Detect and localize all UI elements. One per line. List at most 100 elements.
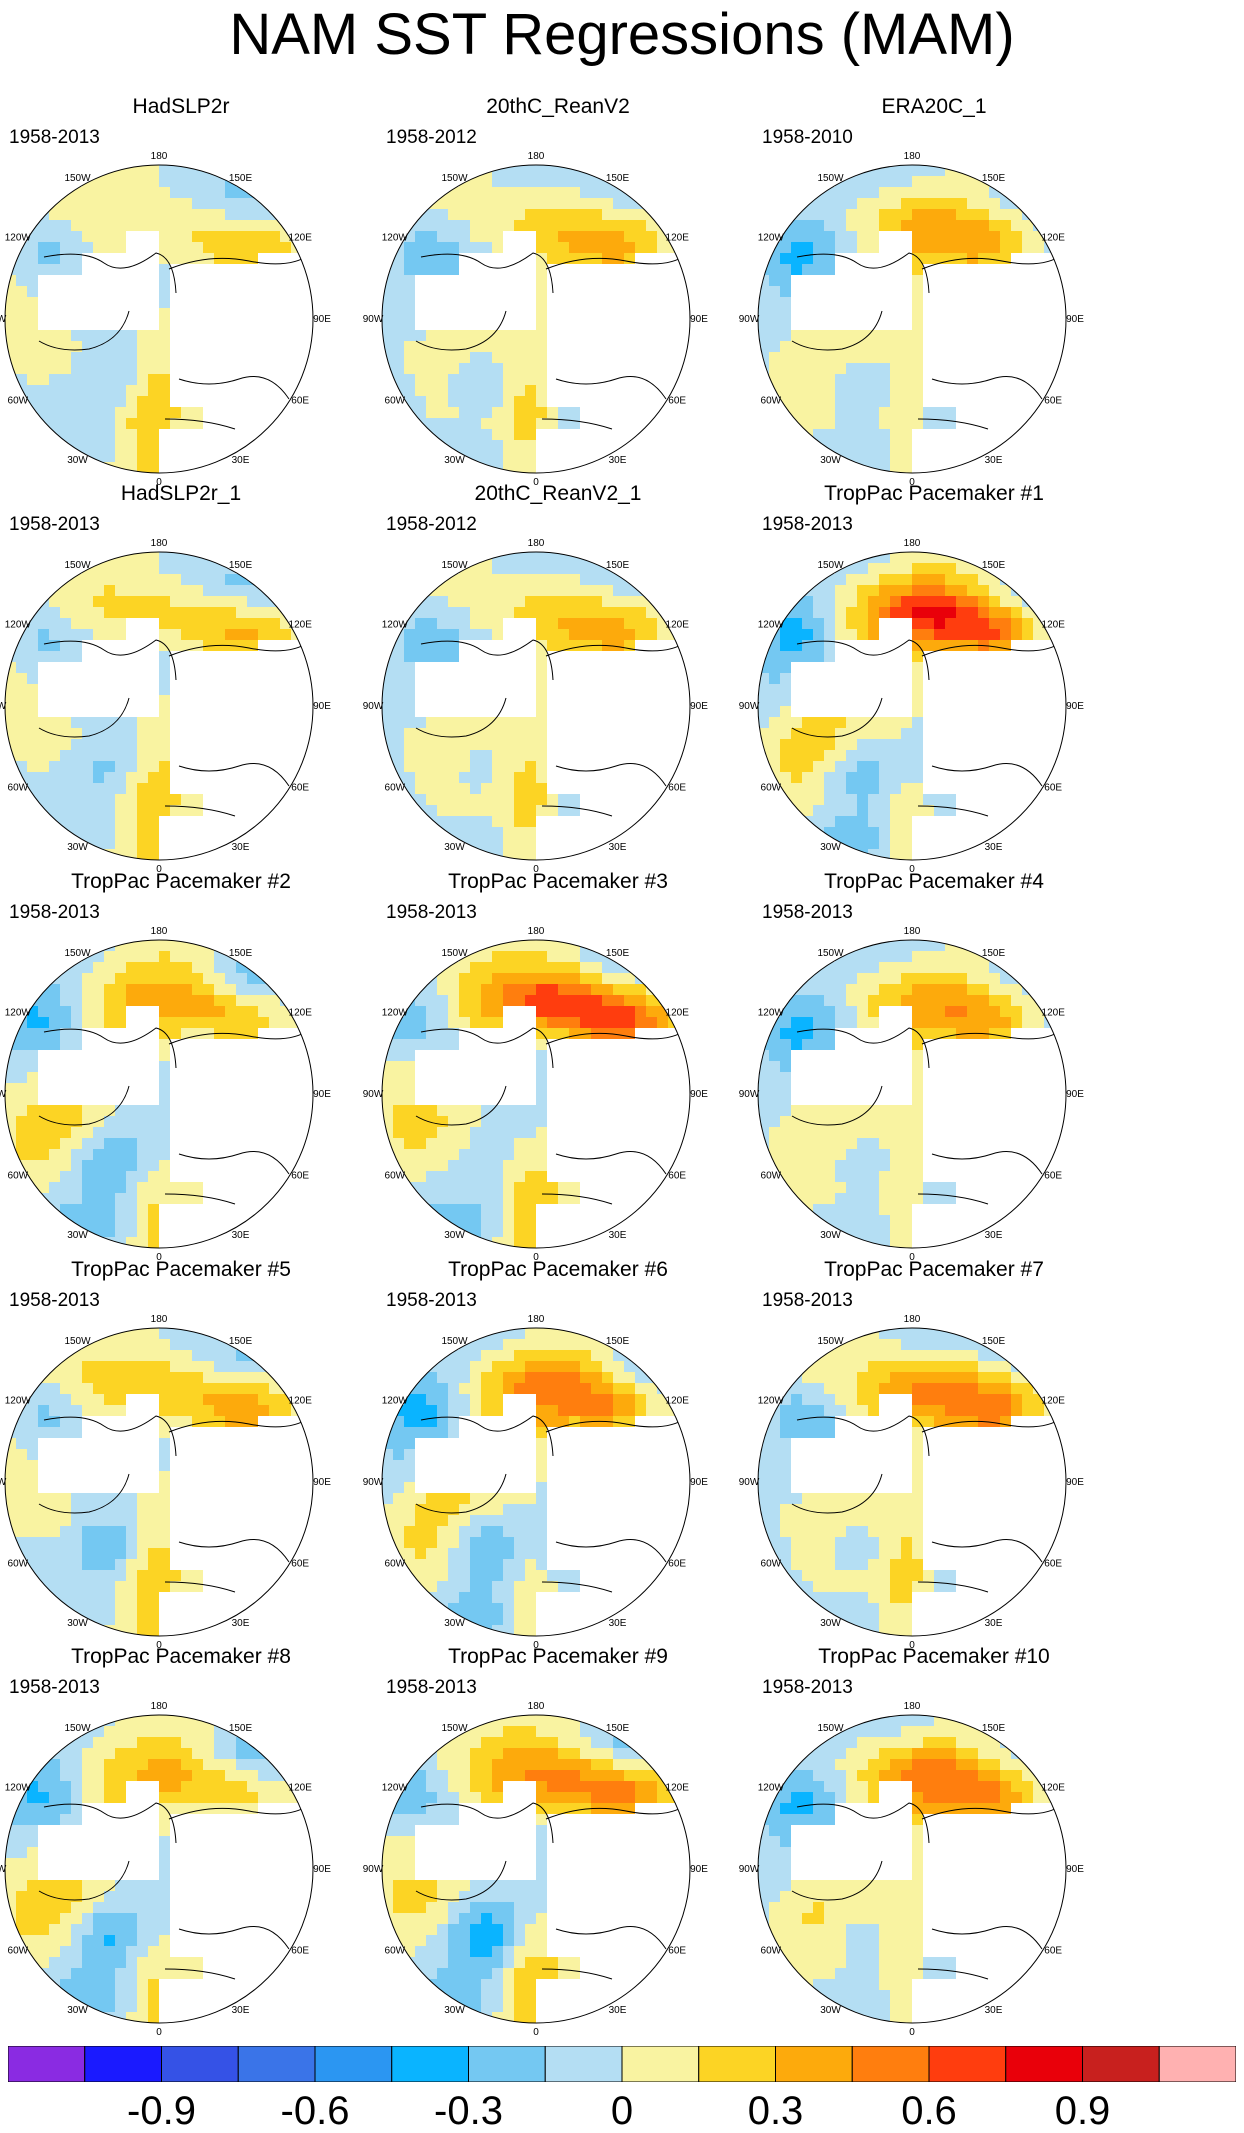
sst-cell — [1022, 618, 1034, 630]
land-cell — [514, 1061, 526, 1073]
sst-cell — [415, 717, 427, 729]
sst-cell — [813, 407, 825, 419]
land-cell — [258, 1039, 270, 1051]
sst-cell — [1000, 242, 1012, 254]
sst-cell — [437, 374, 449, 386]
sst-cell — [203, 242, 215, 254]
sst-cell — [846, 429, 858, 441]
sst-cell — [978, 607, 990, 619]
land-cell — [978, 662, 990, 674]
sst-cell — [137, 1160, 149, 1172]
sst-cell — [835, 739, 847, 751]
land-cell — [225, 728, 237, 740]
land-cell — [437, 1083, 449, 1095]
land-cell — [214, 750, 226, 762]
sst-cell — [159, 552, 171, 564]
land-cell — [115, 651, 127, 663]
sst-cell — [536, 563, 548, 575]
sst-cell — [835, 198, 847, 210]
land-cell — [181, 739, 193, 751]
sst-cell — [27, 629, 39, 641]
land-cell — [269, 794, 281, 806]
land-cell — [978, 695, 990, 707]
land-cell — [989, 772, 1001, 784]
sst-cell — [93, 187, 105, 199]
land-cell — [912, 429, 924, 441]
sst-cell — [1022, 242, 1034, 254]
sst-cell — [824, 629, 836, 641]
sst-cell — [27, 1160, 39, 1172]
sst-cell — [159, 341, 171, 353]
land-cell — [137, 662, 149, 674]
land-cell — [635, 396, 647, 408]
land-cell — [879, 286, 891, 298]
sst-cell — [258, 618, 270, 630]
sst-cell — [791, 629, 803, 641]
sst-cell — [225, 220, 237, 232]
land-cell — [247, 1039, 259, 1051]
land-cell — [967, 827, 979, 839]
sst-cell — [104, 451, 116, 463]
sst-cell — [514, 563, 526, 575]
land-cell — [868, 673, 880, 685]
land-cell — [214, 717, 226, 729]
sst-cell — [846, 330, 858, 342]
land-cell — [49, 706, 61, 718]
sst-cell — [481, 374, 493, 386]
land-cell — [525, 231, 537, 243]
sst-cell — [857, 374, 869, 386]
land-cell — [247, 275, 259, 287]
sst-cell — [989, 585, 1001, 597]
sst-cell — [525, 717, 537, 729]
longitude-label: 30E — [985, 842, 1003, 853]
land-cell — [437, 706, 449, 718]
land-cell — [214, 286, 226, 298]
land-cell — [258, 1171, 270, 1183]
sst-cell — [492, 209, 504, 221]
sst-cell — [525, 585, 537, 597]
sst-cell — [148, 418, 160, 430]
sst-cell — [448, 209, 460, 221]
sst-cell — [879, 728, 891, 740]
land-cell — [269, 253, 281, 265]
sst-cell — [181, 209, 193, 221]
sst-cell — [38, 618, 50, 630]
land-cell — [813, 673, 825, 685]
sst-cell — [591, 585, 603, 597]
land-cell — [657, 662, 669, 674]
sst-cell — [857, 242, 869, 254]
sst-cell — [426, 209, 438, 221]
sst-cell — [514, 585, 526, 597]
land-cell — [214, 1039, 226, 1051]
sst-cell — [225, 198, 237, 210]
land-cell — [657, 341, 669, 353]
sst-cell — [437, 231, 449, 243]
land-cell — [613, 728, 625, 740]
land-cell — [192, 297, 204, 309]
sst-cell — [846, 231, 858, 243]
land-cell — [93, 297, 105, 309]
sst-cell — [448, 198, 460, 210]
sst-cell — [890, 418, 902, 430]
land-cell — [525, 1083, 537, 1095]
sst-cell — [912, 165, 924, 177]
land-cell — [269, 341, 281, 353]
sst-cell — [49, 783, 61, 795]
sst-cell — [126, 407, 138, 419]
land-cell — [148, 651, 160, 663]
sst-cell — [49, 220, 61, 232]
sst-cell — [393, 1116, 405, 1128]
land-cell — [214, 1138, 226, 1150]
sst-cell — [181, 187, 193, 199]
sst-cell — [148, 750, 160, 762]
land-cell — [104, 319, 116, 331]
sst-cell — [868, 783, 880, 795]
sst-cell — [912, 739, 924, 751]
sst-cell — [835, 805, 847, 817]
sst-cell — [415, 341, 427, 353]
sst-cell — [934, 209, 946, 221]
sst-cell — [38, 242, 50, 254]
land-cell — [525, 242, 537, 254]
sst-cell — [104, 783, 116, 795]
land-cell — [934, 385, 946, 397]
